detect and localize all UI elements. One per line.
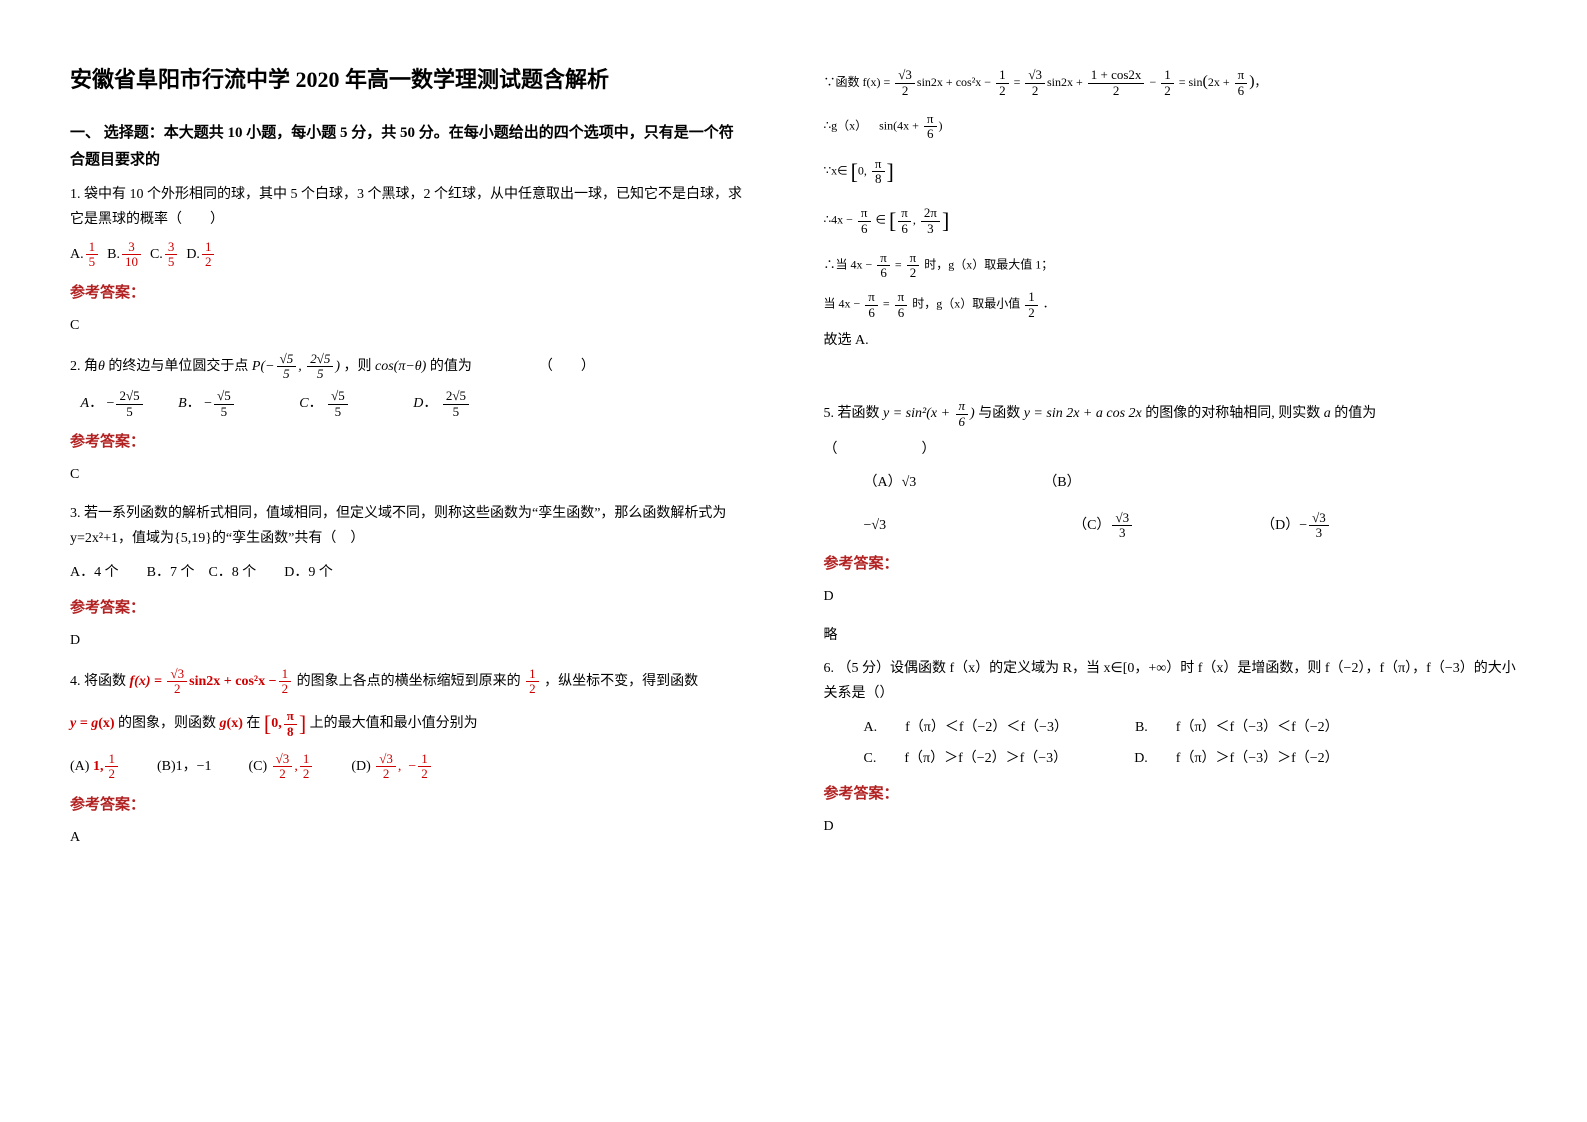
q3-choices: A．4 个 B．7 个 C．8 个 D．9 个 bbox=[70, 560, 744, 585]
q5-A: （A） bbox=[864, 475, 902, 490]
q3-answer-value: D bbox=[70, 628, 744, 653]
q1-text: 1. 袋中有 10 个外形相同的球，其中 5 个白球，3 个黑球，2 个红球，从… bbox=[70, 182, 744, 232]
sol4-l5b: 时，g（x）取最大值 1； bbox=[924, 257, 1053, 271]
q4-answer-value: A bbox=[70, 825, 744, 850]
sol4-l2: ∴g（x） sin(4x + π6) bbox=[824, 112, 1528, 142]
sol4-l5: ∴当 4x − π6 = π2 时，g（x）取最大值 1； bbox=[824, 251, 1528, 281]
q4-mid2: ，纵坐标不变，得到函数 bbox=[544, 674, 698, 689]
q5-intro: 5. 若函数 bbox=[824, 406, 880, 421]
sol4-l4: ∴4x − π6 ∈ [π6, 2π3] bbox=[824, 201, 1528, 241]
q4-choices: (A) 1,12 (B)1，−1 (C) √32,12 (D) √32, −12 bbox=[70, 752, 744, 782]
q5-mid1: 与函数 bbox=[978, 406, 1020, 421]
q5-brief: 略 bbox=[824, 623, 1528, 648]
sol4-l4-txt: ∴4x bbox=[824, 213, 844, 227]
q3-answer-label: 参考答案： bbox=[70, 595, 744, 622]
q5-sqrt3: √3 bbox=[902, 475, 917, 490]
q6-C: C. f（π）＞f（−2）＞f（−3） bbox=[864, 751, 1068, 766]
q5-negsqrt3: −√3 bbox=[864, 518, 887, 533]
section-1-heading: 一、 选择题：本大题共 10 小题，每小题 5 分，共 50 分。在每小题给出的… bbox=[70, 120, 744, 174]
q2-after: ，则 bbox=[344, 359, 372, 374]
sol4-l2-txt: ∴g（x） bbox=[824, 119, 868, 133]
right-column: ∵函数 f(x) = √32sin2x + cos²x − 12 = √32si… bbox=[794, 0, 1587, 1122]
sol4-l3: ∵x∈ [0, π8] bbox=[824, 152, 1528, 192]
sol4-l5a: ∴当 4x bbox=[824, 257, 863, 271]
sol4-pick: 故选 A. bbox=[824, 328, 1528, 353]
q5-answer-label: 参考答案： bbox=[824, 551, 1528, 578]
q1-answer-value: C bbox=[70, 313, 744, 338]
q4-optC: (C) bbox=[249, 759, 268, 774]
q2-line: 2. 角θ 的终边与单位圆交于点 P(−√55, 2√55) ，则 cos(π−… bbox=[70, 352, 744, 382]
sol4-l1-txt: ∵函数 bbox=[824, 75, 860, 89]
q1-choices: A.15 B.310 C.35 D.12 bbox=[70, 240, 744, 270]
q5-mid3: 的值为 bbox=[1334, 406, 1376, 421]
q5-C: （C） bbox=[1073, 518, 1110, 533]
q5-answer-value: D bbox=[824, 584, 1528, 609]
sol4-l6c: ． bbox=[1043, 297, 1055, 311]
q5-line: 5. 若函数 y = sin²(x + π6) 与函数 y = sin 2x +… bbox=[824, 399, 1528, 429]
sol4-l6a: 当 4x bbox=[824, 297, 851, 311]
q2-answer-label: 参考答案： bbox=[70, 429, 744, 456]
q4-mid3: 的图象，则函数 bbox=[118, 716, 216, 731]
q2-mid: 的终边与单位圆交于点 bbox=[108, 359, 248, 374]
q5-D: （D） bbox=[1261, 518, 1299, 533]
q6-row1: A. f（π）＜f（−2）＜f（−3） B. f（π）＜f（−3）＜f（−2） bbox=[864, 715, 1528, 740]
q4-answer-label: 参考答案： bbox=[70, 792, 744, 819]
q3-p1: 3. 若一系列函数的解析式相同，值域相同，但定义域不同，则称这些函数为“孪生函数… bbox=[70, 501, 744, 551]
sol4-l6b: 时，g（x）取最小值 bbox=[912, 297, 1020, 311]
q6-B: B. f（π）＜f（−3）＜f（−2） bbox=[1135, 720, 1339, 735]
q5-mid2: 的图像的对称轴相同, 则实数 bbox=[1145, 406, 1320, 421]
sol4-l6: 当 4x − π6 = π6 时，g（x）取最小值 12 ． bbox=[824, 290, 1528, 320]
q5-B: （B） bbox=[1043, 475, 1080, 490]
q2-tail: 的值为 bbox=[430, 359, 472, 374]
q4-optB: (B)1，−1 bbox=[157, 759, 212, 774]
sol4-l3-txt: ∵x∈ bbox=[824, 163, 848, 177]
q4-line2: y = g(x) 的图象，则函数 g(x) 在 [0,π8] 上的最大值和最小值… bbox=[70, 704, 744, 744]
q6-text: 6. （5 分）设偶函数 f（x）的定义域为 R，当 x∈[0，+∞）时 f（x… bbox=[824, 656, 1528, 706]
q4-line1: 4. 将函数 f(x) = √32sin2x + cos²x −12 的图象上各… bbox=[70, 667, 744, 697]
q6-answer-value: D bbox=[824, 814, 1528, 839]
q1-answer-label: 参考答案： bbox=[70, 280, 744, 307]
q2-answer-value: C bbox=[70, 462, 744, 487]
q4-optA: (A) bbox=[70, 759, 89, 774]
q4-mid1: 的图象上各点的横坐标缩短到原来的 bbox=[297, 674, 521, 689]
q2-intro: 2. 角 bbox=[70, 359, 98, 374]
q4-optD: (D) bbox=[351, 759, 370, 774]
q2-choices: A． −2√55 B． −√55 C． √55 D． 2√55 bbox=[70, 389, 744, 419]
q6-answer-label: 参考答案： bbox=[824, 781, 1528, 808]
q5-choices-row2: −√3 （C）√33 （D）−√33 bbox=[864, 511, 1528, 541]
sol4-l1: ∵函数 f(x) = √32sin2x + cos²x − 12 = √32si… bbox=[824, 68, 1528, 98]
q4-mid4: 在 bbox=[246, 716, 260, 731]
left-column: 安徽省阜阳市行流中学 2020 年高一数学理测试题含解析 一、 选择题：本大题共… bbox=[0, 0, 794, 1122]
q2-paren: （ ） bbox=[539, 359, 595, 374]
q5-paren: （ ） bbox=[824, 437, 1528, 462]
q6-D: D. f（π）＞f（−3）＞f（−2） bbox=[1134, 751, 1338, 766]
q5-choices-row1: （A）√3 （B） bbox=[864, 470, 1528, 495]
q6-row2: C. f（π）＞f（−2）＞f（−3） D. f（π）＞f（−3）＞f（−2） bbox=[864, 746, 1528, 771]
page-title: 安徽省阜阳市行流中学 2020 年高一数学理测试题含解析 bbox=[70, 60, 744, 100]
q6-A: A. f（π）＜f（−2）＜f（−3） bbox=[864, 720, 1068, 735]
q4-tail: 上的最大值和最小值分别为 bbox=[310, 716, 478, 731]
q4-intro: 4. 将函数 bbox=[70, 674, 126, 689]
